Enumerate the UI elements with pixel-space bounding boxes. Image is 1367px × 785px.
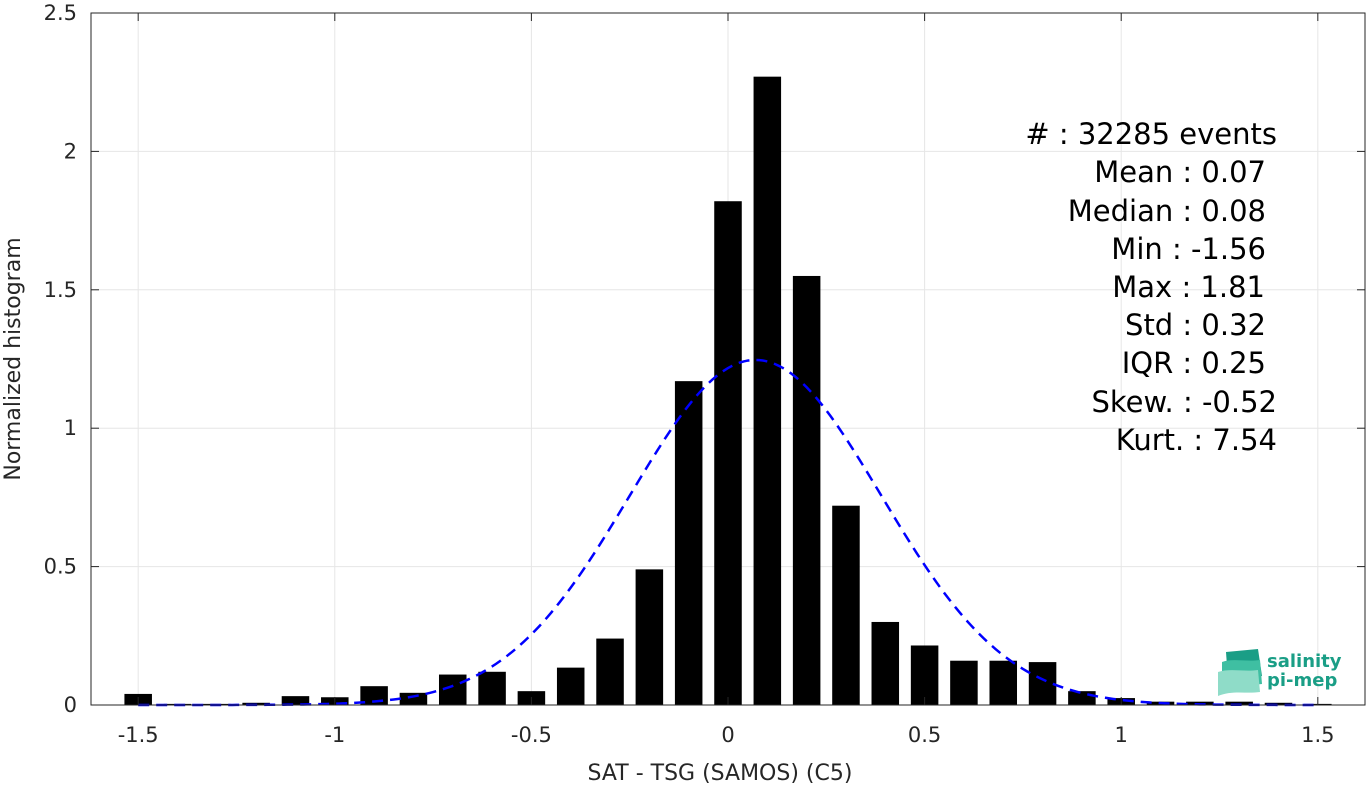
stat-count: # : 32285 events bbox=[1025, 117, 1277, 151]
histogram-bar bbox=[556, 667, 585, 705]
logo-line2: pi-mep bbox=[1267, 670, 1337, 691]
histogram-bar bbox=[714, 201, 742, 705]
x-tick-label: 0.5 bbox=[908, 723, 941, 747]
y-tick-label: 0.5 bbox=[44, 555, 77, 579]
histogram-bar bbox=[1225, 701, 1253, 705]
histogram-bar bbox=[1264, 702, 1293, 705]
x-tick-label: -0.5 bbox=[511, 723, 552, 747]
histogram-bar bbox=[635, 569, 664, 705]
histogram-bar bbox=[478, 671, 506, 705]
histogram-bar bbox=[281, 696, 310, 705]
y-axis-label: Normalized histogram bbox=[1, 237, 26, 480]
stat-std: Std : 0.32 bbox=[1125, 308, 1266, 342]
logo-waves-icon bbox=[1218, 649, 1262, 696]
histogram-bar bbox=[832, 505, 860, 705]
stat-mean: Mean : 0.07 bbox=[1094, 155, 1266, 189]
histogram-bar bbox=[753, 76, 782, 705]
x-tick-label: -1 bbox=[324, 723, 345, 747]
histogram-bar bbox=[596, 638, 624, 705]
x-axis-label: SAT - TSG (SAMOS) (C5) bbox=[588, 761, 853, 785]
histogram-bar bbox=[674, 381, 703, 705]
bars bbox=[124, 76, 1332, 705]
histogram-bar bbox=[950, 660, 978, 705]
x-tick-label: -1.5 bbox=[118, 723, 159, 747]
y-axis-ticks: 0 0.5 1 1.5 2 2.5 bbox=[44, 1, 1365, 717]
x-axis-ticks: -1.5 -1 -0.5 0 0.5 1 1.5 bbox=[118, 13, 1335, 747]
x-tick-label: 1.5 bbox=[1301, 723, 1334, 747]
histogram-bar bbox=[399, 692, 428, 705]
y-tick-label: 2.5 bbox=[44, 1, 77, 25]
gaussian-fit-curve bbox=[138, 358, 1318, 707]
histogram-bar bbox=[1028, 662, 1057, 705]
stat-min: Min : -1.56 bbox=[1111, 232, 1266, 266]
histogram-bar bbox=[871, 621, 900, 705]
y-tick-label: 0 bbox=[64, 693, 77, 717]
stat-iqr: IQR : 0.25 bbox=[1122, 346, 1266, 380]
stats-box: # : 32285 events Mean : 0.07 Median : 0.… bbox=[1025, 117, 1277, 457]
x-tick-label: 1 bbox=[1115, 723, 1128, 747]
histogram-bar bbox=[792, 275, 821, 705]
y-tick-label: 2 bbox=[64, 139, 77, 163]
y-tick-label: 1.5 bbox=[44, 278, 77, 302]
x-tick-label: 0 bbox=[721, 723, 734, 747]
stat-skew: Skew. : -0.52 bbox=[1091, 385, 1277, 419]
y-tick-label: 1 bbox=[64, 416, 77, 440]
histogram-bar bbox=[910, 645, 939, 705]
salinity-pi-mep-logo: salinity pi-mep bbox=[1218, 649, 1342, 696]
histogram-bar bbox=[989, 660, 1018, 705]
histogram-bar bbox=[1068, 691, 1096, 705]
stat-max: Max : 1.81 bbox=[1112, 270, 1265, 304]
stat-kurt: Kurt. : 7.54 bbox=[1116, 423, 1277, 457]
logo-line1: salinity bbox=[1267, 651, 1342, 672]
stat-median: Median : 0.08 bbox=[1068, 194, 1266, 228]
